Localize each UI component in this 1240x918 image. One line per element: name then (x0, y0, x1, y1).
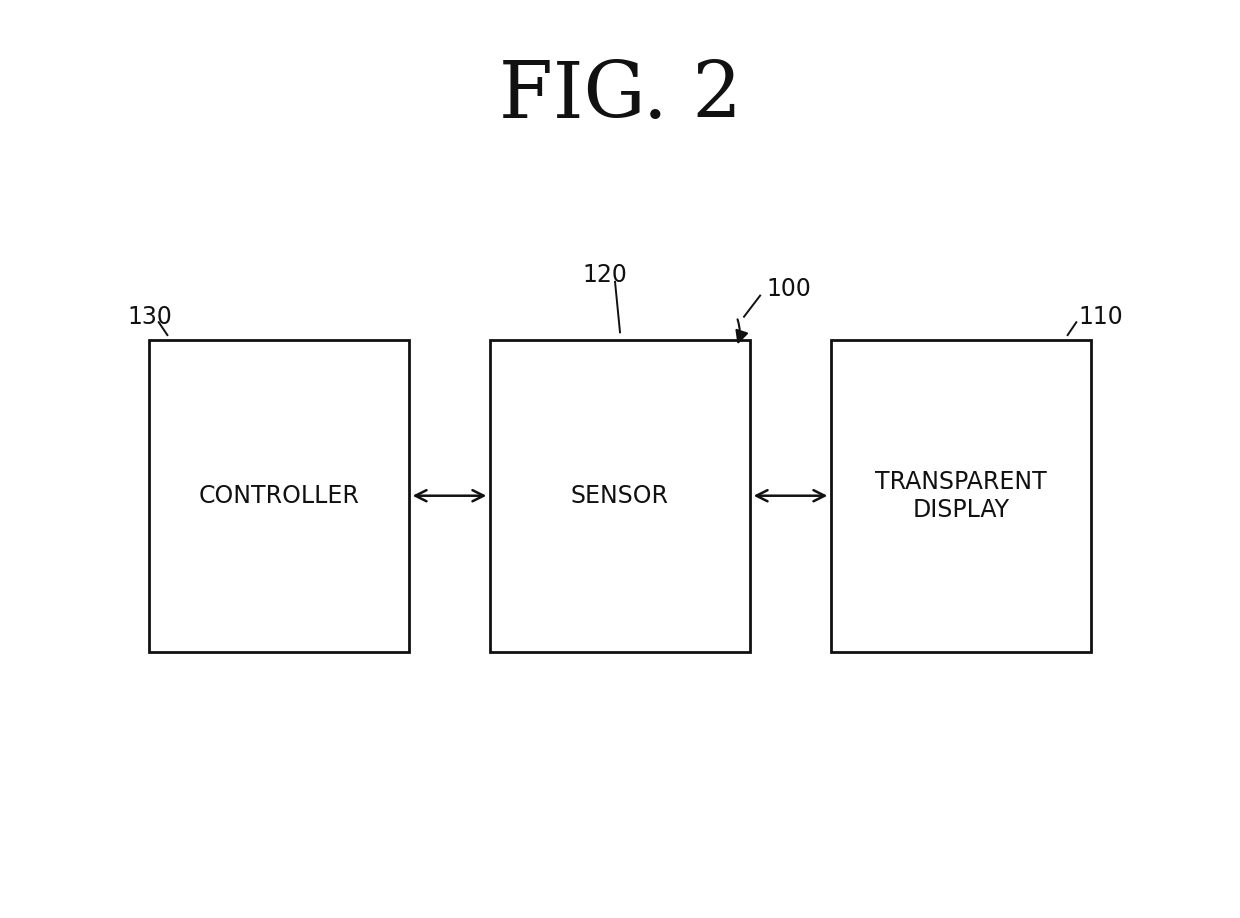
Text: 110: 110 (1079, 305, 1123, 329)
Text: CONTROLLER: CONTROLLER (198, 484, 360, 508)
Text: 100: 100 (766, 277, 811, 301)
Text: 120: 120 (583, 263, 627, 287)
Text: TRANSPARENT
DISPLAY: TRANSPARENT DISPLAY (875, 470, 1047, 521)
Text: SENSOR: SENSOR (570, 484, 670, 508)
Bar (149, 340, 409, 652)
Bar (490, 340, 750, 652)
Text: FIG. 2: FIG. 2 (498, 59, 742, 134)
Bar (831, 340, 1091, 652)
Text: 130: 130 (128, 305, 172, 329)
